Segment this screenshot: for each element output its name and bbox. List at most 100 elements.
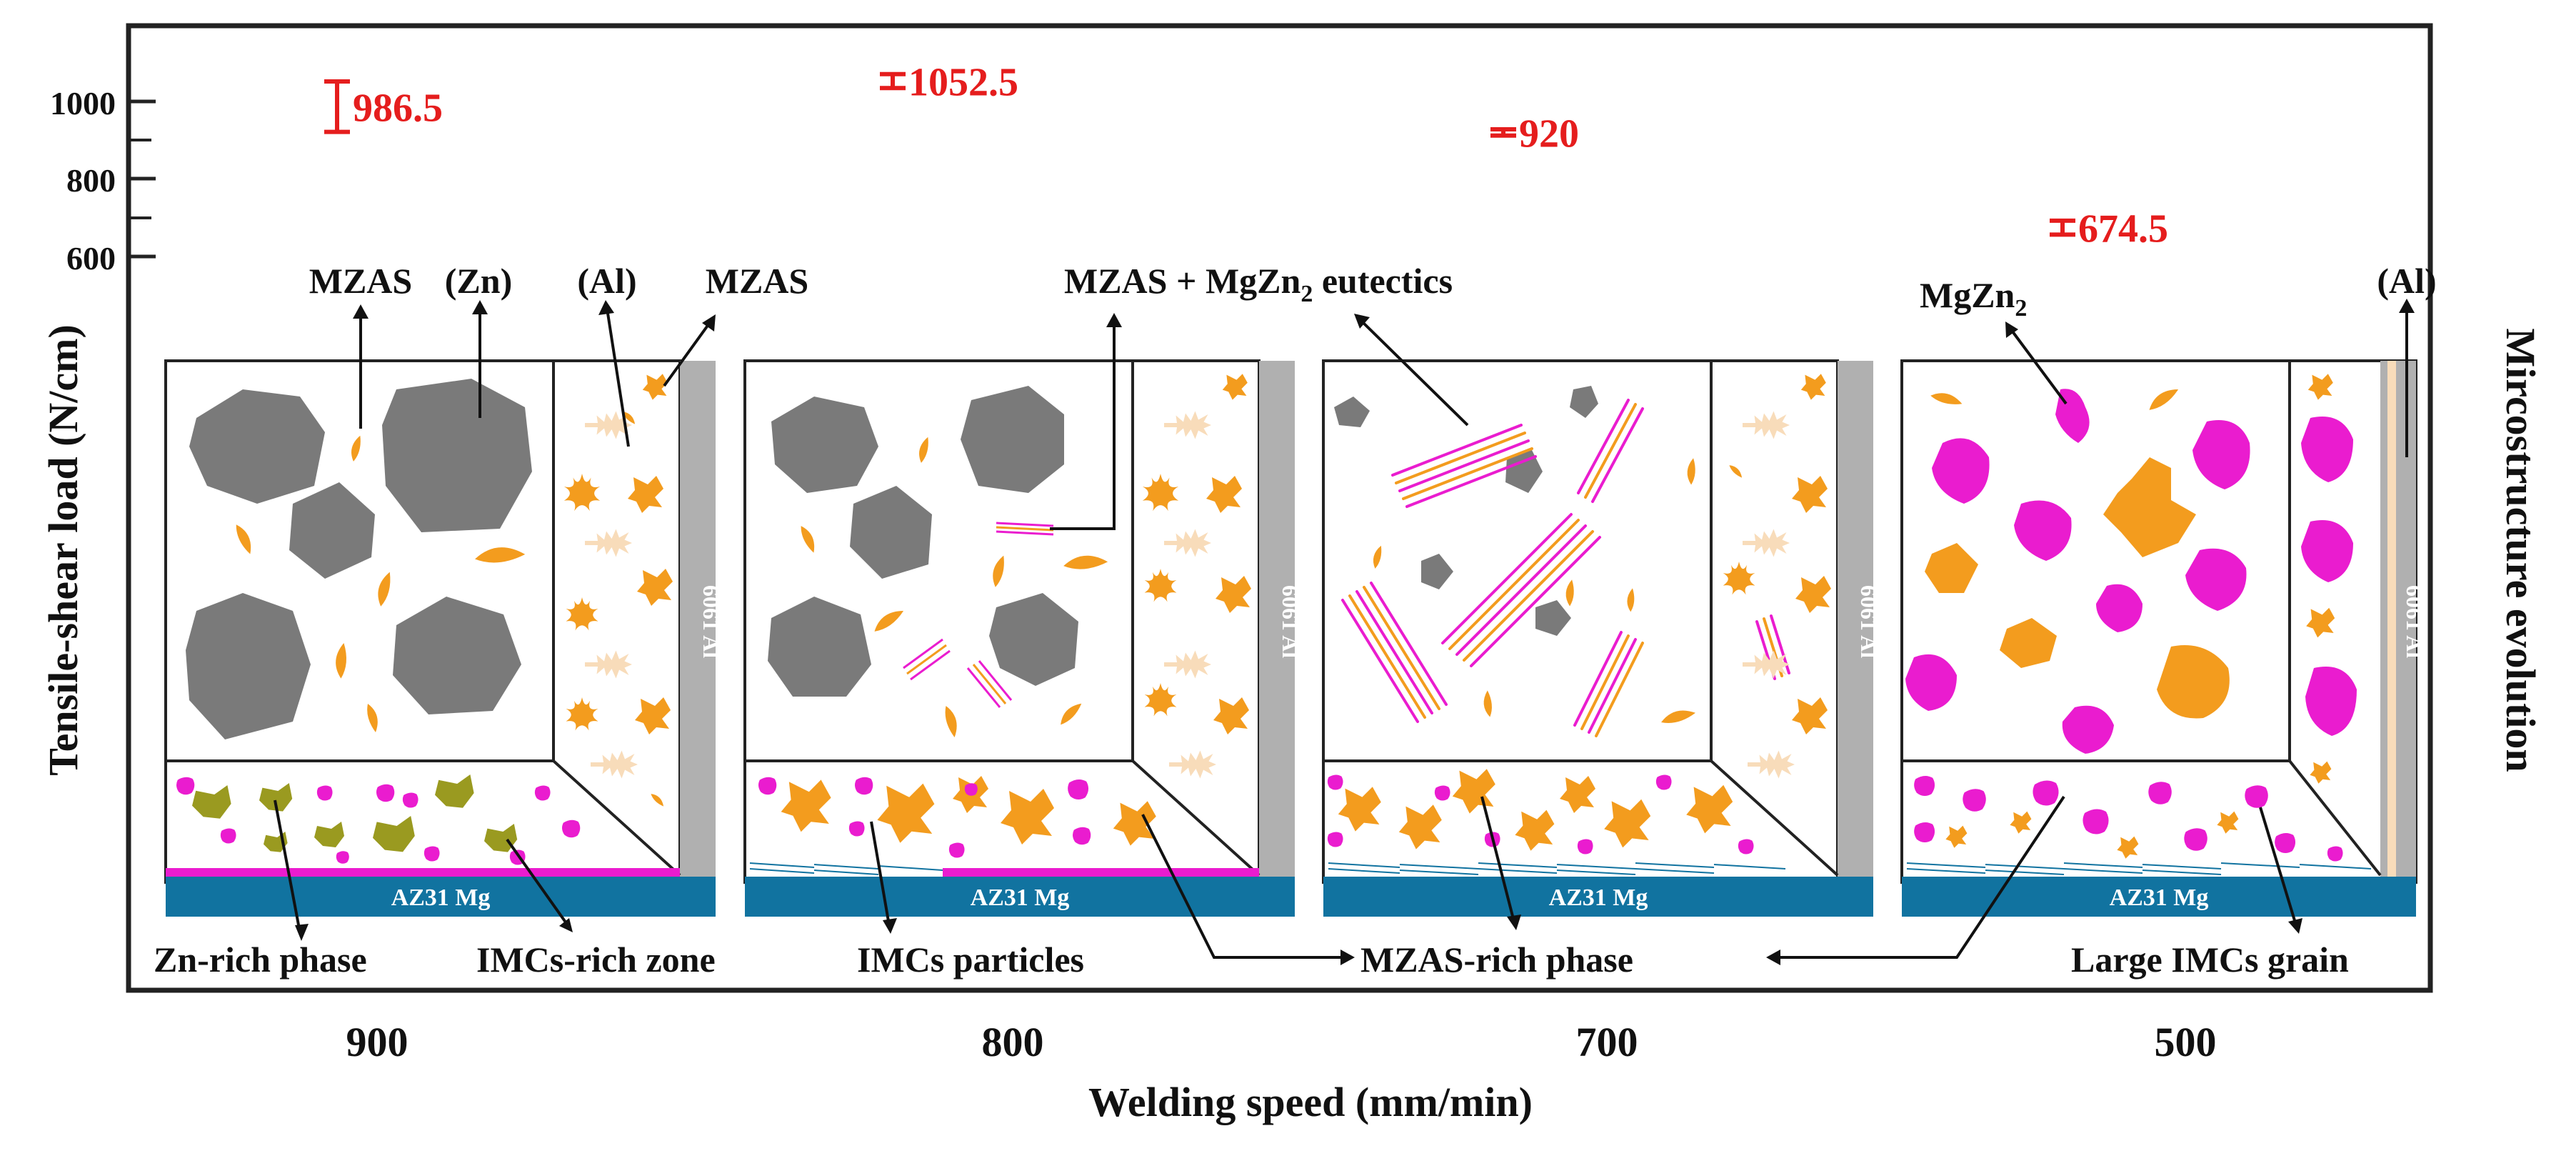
imc-grain xyxy=(1905,654,1957,711)
microstructure-panel-500: 6061 Al xyxy=(1900,359,2427,917)
interface-line xyxy=(552,759,681,877)
imc-grain xyxy=(2301,417,2353,482)
imc-particle xyxy=(2327,846,2343,862)
imc-particle xyxy=(1577,839,1593,854)
imc-particle xyxy=(1327,832,1343,847)
right-axis-title: Mircostructure evolution xyxy=(2497,328,2544,772)
label-imcs-rich-zone: IMCs-rich zone xyxy=(476,940,716,980)
data-points: 986.5 1052.5 920 674.5 xyxy=(324,61,2168,251)
al-sheet-label: 6061 Al xyxy=(1278,585,1303,658)
y-tick-label: 1000 xyxy=(50,85,116,121)
label-text: eutectics xyxy=(1313,261,1453,301)
data-point-800: 1052.5 xyxy=(880,61,1018,105)
imc-particle xyxy=(376,784,395,802)
imc-particle xyxy=(2033,780,2059,806)
zn-grain xyxy=(771,397,878,493)
label-mzas-rich-phase: MZAS-rich phase xyxy=(1360,940,1633,980)
interface-line xyxy=(1131,759,1261,877)
zn-grain xyxy=(186,593,311,739)
al-sheet xyxy=(1838,361,1873,882)
eutectic-lamellae xyxy=(903,522,1054,708)
imc-particle xyxy=(1914,822,1935,843)
imc-particle xyxy=(2083,809,2109,834)
x-category-label: 500 xyxy=(2155,1019,2217,1065)
imc-grain xyxy=(2014,500,2072,561)
microstructure-panel-800: 6061 Al xyxy=(743,359,1303,917)
al-layer xyxy=(2387,361,2396,882)
al-sheet xyxy=(680,361,716,882)
zn-grain xyxy=(1505,450,1543,493)
base-label: AZ31 Mg xyxy=(391,885,491,911)
data-point-700: 920 xyxy=(1490,111,1579,156)
imc-particle xyxy=(2275,832,2296,854)
imc-grain xyxy=(2192,420,2250,489)
imc-particle xyxy=(1963,789,1986,812)
y-tick-label: 600 xyxy=(66,240,116,276)
arrow-eutectic-1 xyxy=(1050,322,1116,530)
az31-base xyxy=(1323,877,1873,917)
imc-particle xyxy=(964,783,978,796)
imc-particle xyxy=(424,846,440,862)
imc-particle xyxy=(848,821,865,837)
imc-grain xyxy=(2301,520,2353,582)
data-point-900: 986.5 xyxy=(324,79,443,134)
al-sheet xyxy=(1259,361,1295,882)
az31-base xyxy=(166,877,716,917)
imc-particle xyxy=(2184,828,2207,851)
microstructure-panel-700: 6061 Al xyxy=(1322,359,1882,917)
value-label: 674.5 xyxy=(2078,207,2168,251)
imc-layer xyxy=(166,868,680,877)
imc-particle xyxy=(1073,827,1091,845)
az31-base xyxy=(745,877,1295,917)
al-sheet-label: 6061 Al xyxy=(698,585,724,658)
zn-grain xyxy=(1421,554,1453,589)
arrow-mgzn2 xyxy=(2009,327,2068,405)
mzas-particle xyxy=(2103,457,2196,557)
zn-grain xyxy=(189,389,325,504)
arrow-imcs-zone xyxy=(506,838,569,927)
imc-fine-layer xyxy=(1328,862,1786,875)
zn-grain xyxy=(289,482,375,579)
annotation-arrows xyxy=(274,307,2408,959)
mzas-particle xyxy=(2000,618,2057,668)
imc-particle xyxy=(316,785,333,801)
interface-line xyxy=(1710,759,1839,877)
zn-grain xyxy=(850,486,932,579)
zn-grain xyxy=(382,379,532,532)
y-axis-title: Tensile-shear load (N/cm) xyxy=(40,324,86,776)
interface-line xyxy=(2288,759,2382,877)
arrow-mzas-2 xyxy=(663,320,712,387)
base-label: AZ31 Mg xyxy=(2110,885,2209,911)
label-mgzn2: MgZn2 xyxy=(1920,275,2027,322)
imc-particle xyxy=(2148,782,2172,804)
arrow-large-imcs xyxy=(2259,807,2297,926)
arrow-al-1 xyxy=(606,308,630,447)
imc-particle xyxy=(855,777,873,795)
zn-grain xyxy=(989,593,1078,686)
imc-particle xyxy=(336,851,349,864)
label-large-imcs-grain: Large IMCs grain xyxy=(2071,940,2349,980)
value-label: 920 xyxy=(1519,111,1579,156)
al-sheet xyxy=(2380,361,2416,882)
label-imcs-particles: IMCs particles xyxy=(857,940,1084,980)
arrow-imcs-particles xyxy=(870,821,891,926)
arrow-zn-rich xyxy=(274,799,301,933)
imc-grain xyxy=(2185,548,2247,611)
label-al: (Al) xyxy=(577,261,636,301)
eutectic-lamellae xyxy=(1341,399,1790,737)
arrow-heads xyxy=(295,299,2415,965)
y-tick-label: 800 xyxy=(66,162,116,199)
al-sheet-label: 6061 Al xyxy=(1856,585,1882,658)
label-subscript: 2 xyxy=(2015,295,2027,322)
base-label: AZ31 Mg xyxy=(971,885,1070,911)
imc-particle xyxy=(1738,839,1754,854)
x-axis-title: Welding speed (mm/min) xyxy=(1088,1079,1533,1125)
label-mzas: MZAS xyxy=(706,261,808,301)
zn-grain xyxy=(1535,600,1571,636)
data-point-500: 674.5 xyxy=(2050,207,2168,251)
zn-grain xyxy=(1334,397,1370,427)
imc-particle xyxy=(1434,785,1450,801)
imc-fine-layer xyxy=(1906,862,2372,875)
x-category-label: 800 xyxy=(982,1019,1044,1065)
